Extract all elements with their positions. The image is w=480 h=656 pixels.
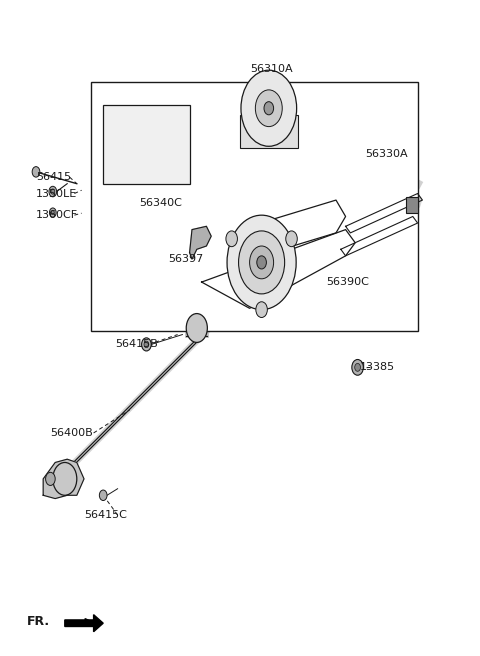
Circle shape — [144, 341, 149, 348]
Text: 56330A: 56330A — [365, 149, 408, 159]
Polygon shape — [43, 459, 84, 499]
Text: 1360CF: 1360CF — [36, 210, 78, 220]
Circle shape — [186, 314, 207, 342]
Text: 56415: 56415 — [36, 172, 71, 182]
Polygon shape — [346, 194, 422, 233]
Bar — [240, 115, 298, 148]
Circle shape — [227, 215, 296, 310]
Polygon shape — [65, 615, 103, 632]
Text: 13385: 13385 — [360, 362, 395, 373]
Text: 56340C: 56340C — [139, 198, 182, 209]
Text: 56310A: 56310A — [250, 64, 292, 74]
Polygon shape — [202, 230, 355, 308]
Text: FR.: FR. — [26, 615, 49, 628]
Polygon shape — [230, 200, 346, 259]
Circle shape — [226, 231, 238, 247]
Circle shape — [51, 189, 55, 194]
Circle shape — [250, 246, 274, 279]
Polygon shape — [341, 216, 418, 256]
Circle shape — [352, 359, 363, 375]
Text: 56415B: 56415B — [115, 339, 158, 350]
Circle shape — [142, 338, 151, 351]
Circle shape — [239, 231, 285, 294]
Bar — [406, 197, 418, 213]
Circle shape — [49, 208, 56, 217]
Circle shape — [32, 167, 40, 177]
Text: 56415C: 56415C — [84, 510, 127, 520]
Circle shape — [264, 102, 274, 115]
Text: 1350LE: 1350LE — [36, 188, 77, 199]
Circle shape — [255, 90, 282, 127]
Circle shape — [49, 186, 57, 197]
Bar — [103, 105, 190, 184]
Circle shape — [286, 231, 297, 247]
Polygon shape — [190, 226, 211, 259]
Circle shape — [257, 256, 266, 269]
Circle shape — [46, 472, 55, 485]
Text: 56390C: 56390C — [326, 277, 369, 287]
Circle shape — [99, 490, 107, 501]
Circle shape — [355, 363, 360, 371]
Circle shape — [53, 462, 77, 495]
Bar — [91, 82, 418, 331]
Circle shape — [51, 211, 54, 215]
Text: 56400B: 56400B — [50, 428, 93, 438]
Circle shape — [241, 70, 297, 146]
Text: 56397: 56397 — [168, 254, 203, 264]
Circle shape — [256, 302, 267, 318]
